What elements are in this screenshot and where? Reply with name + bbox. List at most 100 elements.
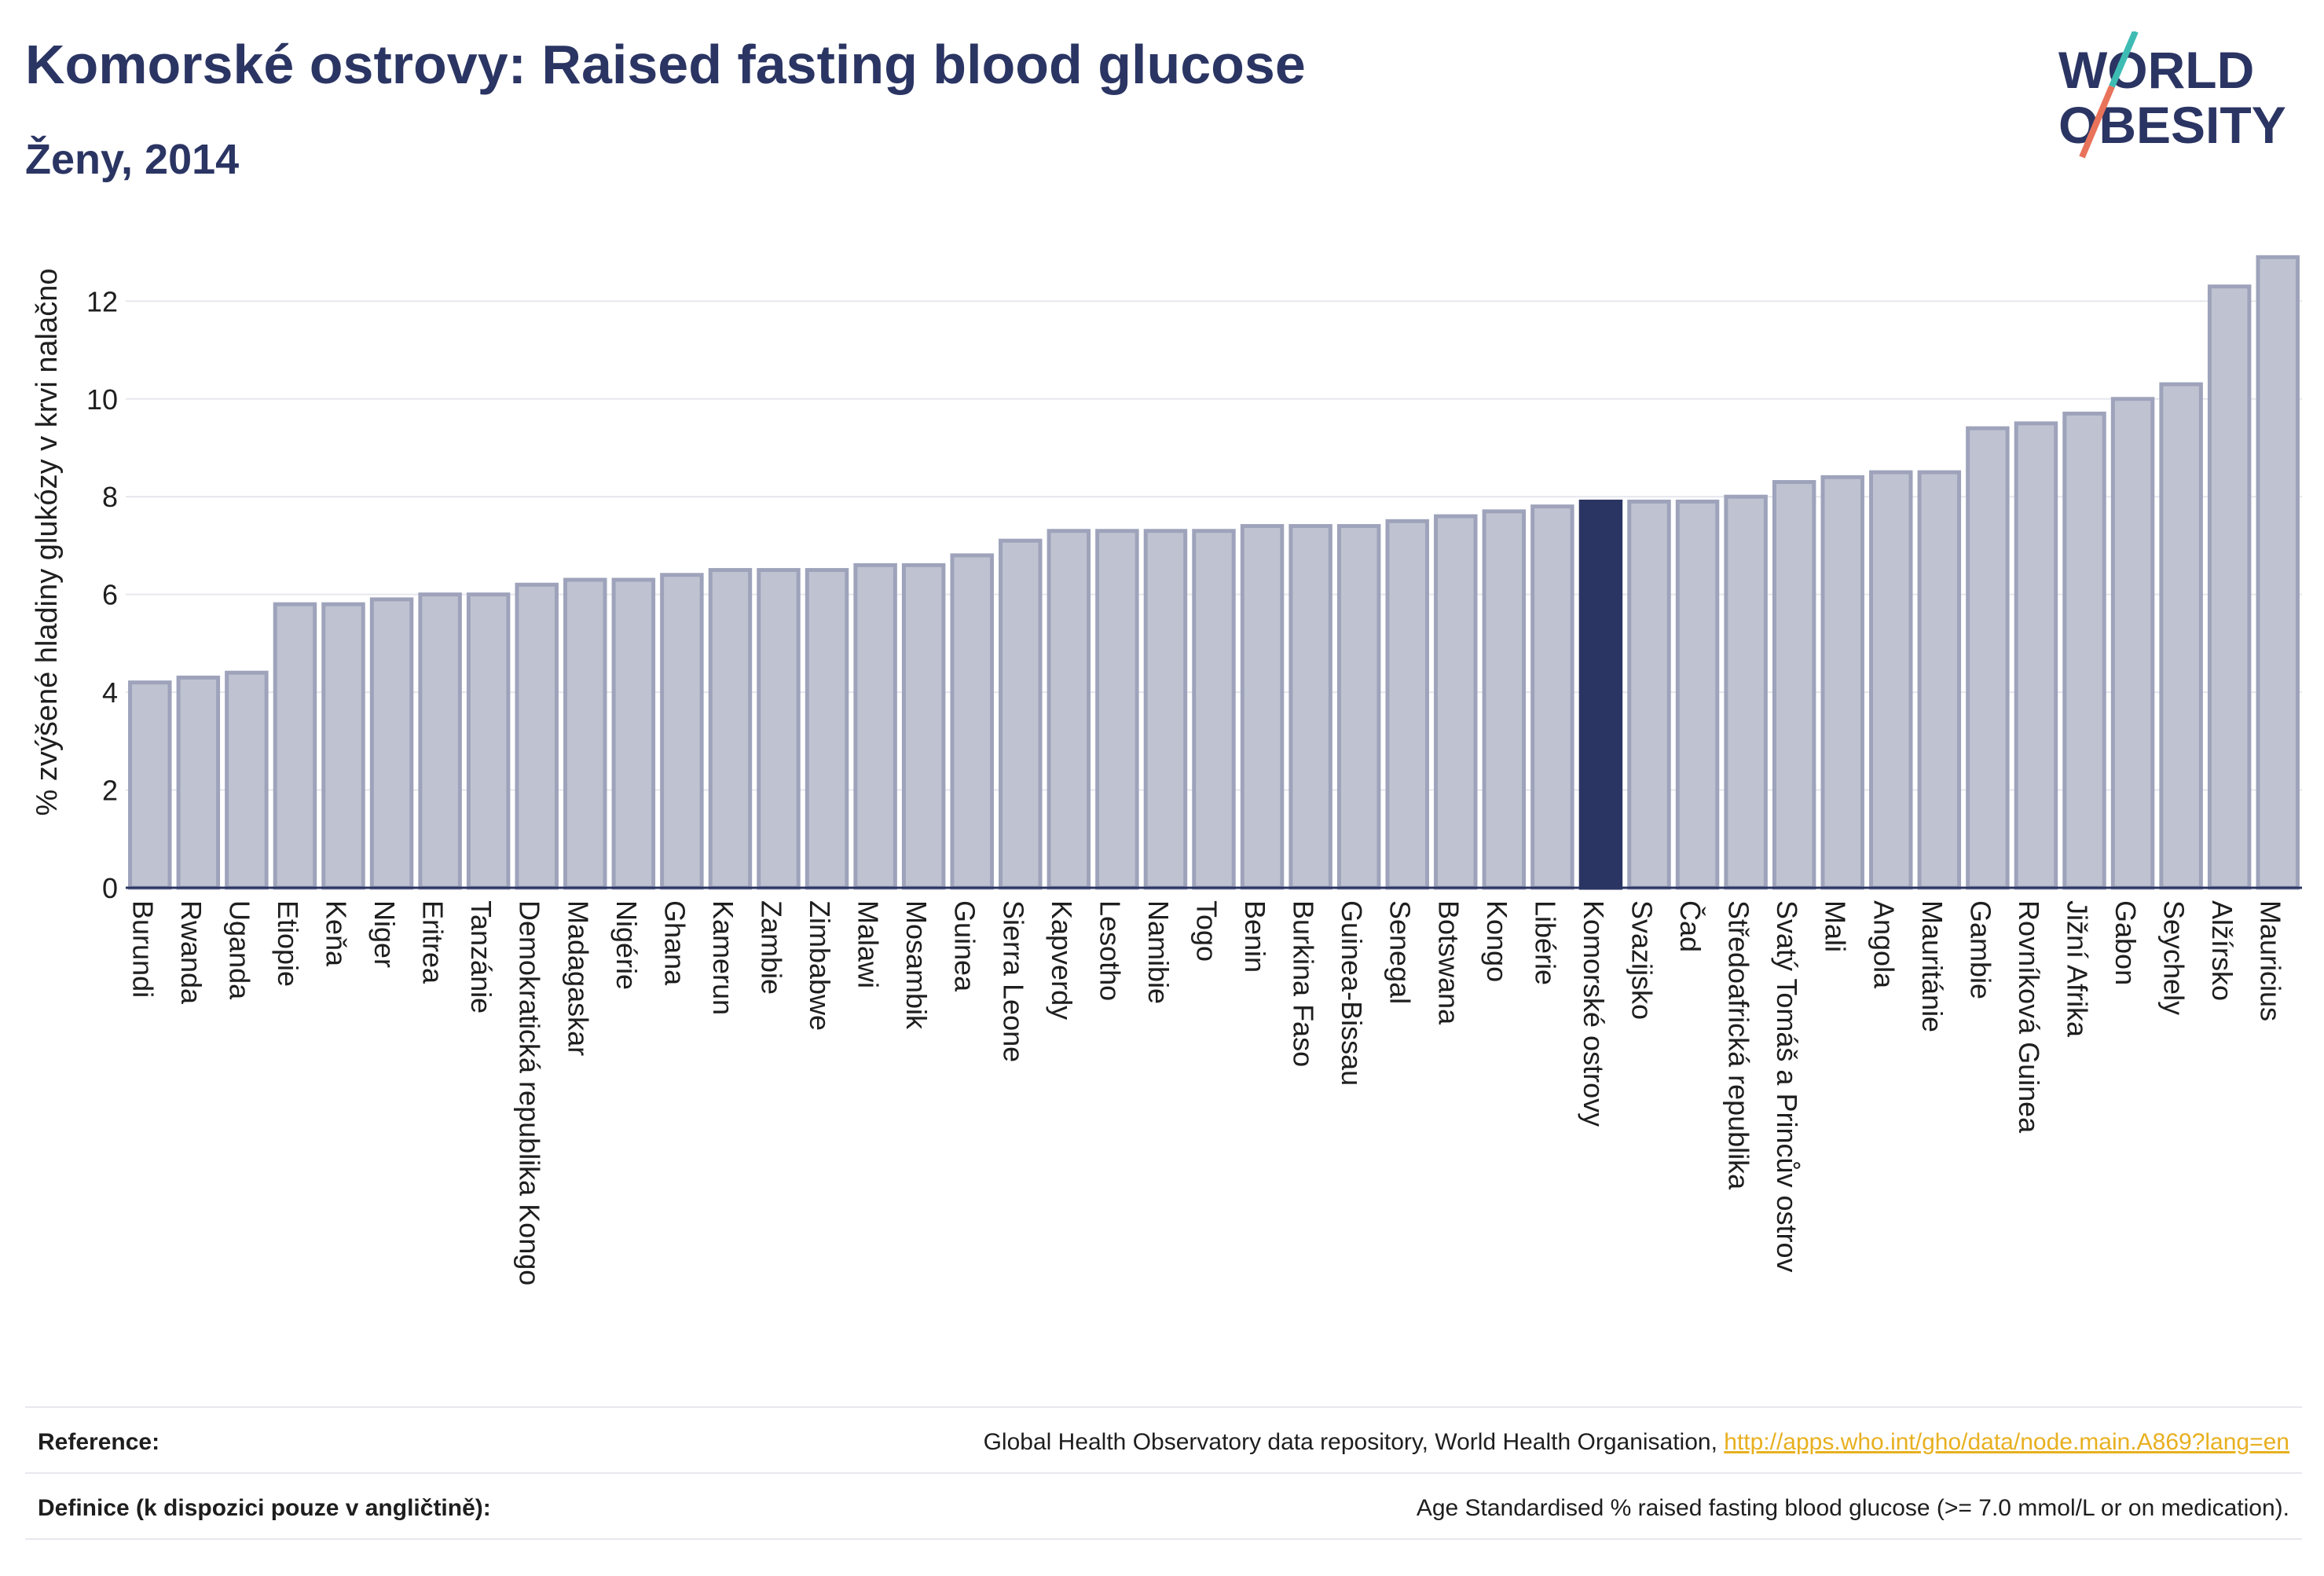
- world-obesity-logo: WORLD OBESITY: [2058, 31, 2286, 159]
- bar: [950, 553, 994, 890]
- bar: [128, 680, 172, 890]
- x-tick-label: Zambie: [755, 900, 787, 995]
- x-tick-label: Angola: [1868, 900, 1900, 989]
- x-tick-label: Guinea-Bissau: [1336, 900, 1368, 1086]
- x-tick-label: Komorské ostrovy: [1578, 900, 1610, 1127]
- x-tick-label: Svatý Tomáš a Princův ostrov: [1771, 900, 1803, 1273]
- bar: [660, 573, 704, 890]
- x-tick-label: Demokratická republika Kongo: [514, 900, 546, 1285]
- bar: [2062, 411, 2106, 890]
- reference-value: Global Health Observatory data repositor…: [984, 1429, 2289, 1456]
- bar: [611, 577, 656, 890]
- x-tick-label: Eritrea: [417, 900, 449, 984]
- x-tick-label: Ghana: [658, 900, 691, 986]
- x-tick-label: Rovníková Guinea: [2013, 900, 2045, 1134]
- bar: [1530, 504, 1574, 890]
- y-tick-label: 0: [102, 872, 118, 904]
- bars: [128, 255, 2300, 890]
- bar: [1820, 475, 1864, 890]
- x-tick-label: Kongo: [1481, 900, 1513, 982]
- bar: [999, 538, 1043, 890]
- logo-slash-top: [2109, 31, 2139, 88]
- bar: [1434, 514, 1478, 890]
- bar: [1917, 470, 1962, 890]
- x-tick-label: Sierra Leone: [997, 900, 1029, 1062]
- x-tick-label: Botswana: [1432, 900, 1464, 1025]
- bar: [901, 563, 946, 890]
- y-tick-label: 8: [102, 481, 118, 513]
- bar: [2014, 421, 2058, 890]
- x-tick-label: Namibie: [1142, 900, 1175, 1004]
- bar: [2159, 382, 2203, 890]
- bar: [225, 670, 269, 890]
- x-tick-label: Svazijsko: [1626, 900, 1658, 1020]
- y-tick-label: 6: [102, 579, 118, 611]
- x-tick-label: Kamerun: [707, 900, 739, 1015]
- footer-divider-top: [25, 1406, 2302, 1408]
- bar: [1772, 480, 1816, 890]
- bar: [273, 602, 317, 890]
- bar: [2110, 397, 2155, 890]
- bar: [369, 597, 414, 890]
- x-tick-label: Kapverdy: [1046, 900, 1078, 1020]
- x-tick-label: Madagaskar: [562, 900, 594, 1056]
- bar: [2256, 255, 2300, 890]
- bar: [757, 568, 801, 890]
- x-tick-label: Malawi: [852, 900, 885, 988]
- bar: [1385, 519, 1429, 890]
- reference-text: Global Health Observatory data repositor…: [983, 1429, 1725, 1455]
- bar-chart: 0 2 4 6 8 10 12 Burundi Rwanda Uganda Etiopie Keňa…: [31, 255, 2302, 1285]
- x-tick-label: Gambie: [1964, 900, 1996, 999]
- reference-link[interactable]: http://apps.who.int/gho/data/node.main.A…: [1724, 1429, 2289, 1455]
- y-axis-label: % zvýšené hladiny glukózy v krvi nalačno: [31, 268, 64, 815]
- bar: [1966, 426, 2010, 890]
- bar: [853, 563, 897, 890]
- bar: [1724, 494, 1768, 890]
- x-tick-label: Burkina Faso: [1288, 900, 1320, 1067]
- x-tick-label: Tanzánie: [465, 900, 497, 1013]
- y-tick-labels: 0 2 4 6 8 10 12: [86, 285, 118, 904]
- x-tick-label: Čad: [1674, 900, 1706, 952]
- x-tick-label: Etiopie: [272, 900, 304, 987]
- bar: [176, 675, 221, 890]
- bar: [1047, 529, 1091, 890]
- x-tick-label: Libérie: [1529, 900, 1561, 985]
- bar: [466, 592, 511, 890]
- x-tick-label: Guinea: [949, 900, 981, 992]
- chart-subtitle: Ženy, 2014: [25, 136, 240, 183]
- reference-label: Reference:: [38, 1429, 160, 1455]
- x-tick-label: Mali: [1820, 900, 1852, 952]
- definition-value: Age Standardised % raised fasting blood …: [1416, 1495, 2289, 1521]
- x-tick-label: Uganda: [223, 900, 255, 1000]
- bar: [563, 577, 607, 890]
- x-tick-label: Alžírsko: [2206, 900, 2238, 1001]
- bar: [1192, 529, 1236, 890]
- bar: [1627, 499, 1671, 890]
- x-tick-label: Zimbabwe: [804, 900, 836, 1031]
- bar: [321, 602, 365, 890]
- x-tick-label: Gabon: [2110, 900, 2142, 985]
- bar: [515, 582, 559, 890]
- x-tick-label: Mauricius: [2255, 900, 2287, 1021]
- x-tick-label: Burundi: [126, 900, 159, 998]
- footer-definition-row: Definice (k dispozici pouze v angličtině…: [25, 1476, 2302, 1539]
- footer-divider-bottom: [25, 1538, 2302, 1540]
- x-tick-label: Jižní Afrika: [2061, 900, 2093, 1038]
- x-tick-label: Seychely: [2158, 900, 2190, 1015]
- bar: [1288, 524, 1332, 890]
- logo-slash-bottom: [2079, 85, 2115, 159]
- x-tick-labels: Burundi Rwanda Uganda Etiopie Keňa Niger Eritr…: [126, 900, 2286, 1285]
- bar-highlighted: [1578, 499, 1623, 890]
- footer-divider-middle: [25, 1472, 2302, 1474]
- bar: [2207, 284, 2252, 890]
- y-tick-label: 10: [86, 383, 118, 416]
- bar: [1240, 524, 1285, 890]
- logo-line1: WORLD: [2058, 41, 2254, 99]
- x-tick-label: Niger: [368, 900, 401, 968]
- bar: [708, 568, 753, 890]
- footer-reference-row: Reference: Global Health Observatory dat…: [25, 1410, 2302, 1473]
- x-tick-label: Lesotho: [1094, 900, 1126, 1001]
- x-tick-label: Středoafrická republika: [1723, 900, 1755, 1190]
- y-tick-label: 4: [102, 676, 118, 709]
- bar: [1095, 529, 1139, 890]
